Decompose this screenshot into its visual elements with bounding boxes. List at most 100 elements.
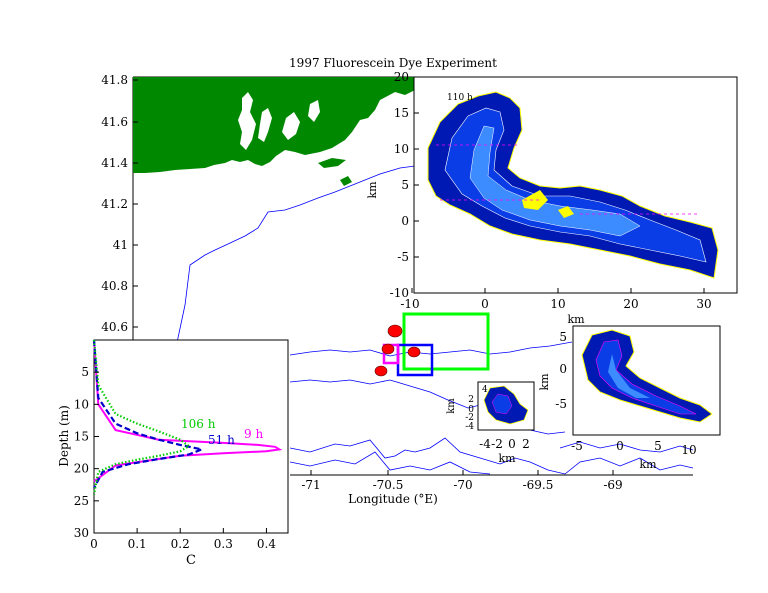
profile-series-label: 9 h	[244, 427, 263, 441]
bay-inlet	[238, 92, 256, 150]
inset-small-y-label: km	[446, 398, 457, 414]
inset-small-y-tick: -4	[465, 422, 474, 432]
dye-point	[374, 365, 388, 377]
inset-110h-x-tick: 10	[550, 297, 565, 311]
box-green	[402, 312, 490, 371]
main-map-y-tick: 41.2	[101, 197, 128, 211]
plume-right-core	[608, 354, 650, 398]
inset-110h-x-tick: 20	[623, 297, 638, 311]
inset-110h-y-tick: 0	[401, 214, 409, 228]
island	[318, 158, 346, 168]
inset-110h-y-tick: -5	[397, 250, 409, 264]
inset-right-y-tick: -5	[555, 397, 567, 411]
main-map: 41.8 41.6 41.4 41.2 41 40.8 40.6 -71 -70…	[101, 73, 694, 506]
plume-yellow-2	[558, 206, 574, 218]
inset-small: 4 2 0 -2 -4 km -4 -2 0 2 km	[446, 381, 535, 465]
inset-110h-y-tick: 5	[401, 178, 409, 192]
inset-right-y-tick: 0	[559, 362, 567, 376]
inset-small-x-tick: -4	[479, 437, 491, 451]
inset-small-y-tick: 2	[468, 395, 474, 405]
profile-y-tick: 10	[74, 397, 89, 411]
inset-right-x-tick: 5	[654, 439, 662, 453]
profile-series-group	[92, 339, 283, 495]
inset-right-y-label: km	[538, 373, 551, 391]
inset-110h-x-axis: -10 0 10 20 30 km	[400, 288, 712, 326]
main-map-y-tick: 41	[113, 238, 128, 252]
main-map-x-axis: -71 -70.5 -70 -69.5 -69 Longitude (°E)	[301, 470, 623, 506]
inset-right-y-axis: 5 0 -5 km	[538, 330, 567, 411]
profile-y-tick: 5	[81, 365, 89, 379]
profile-line-51h	[92, 339, 206, 489]
inset-right-x-tick: 10	[681, 443, 696, 457]
main-map-x-tick: -69.5	[523, 478, 554, 492]
main-map-y-tick: 41.6	[101, 115, 128, 129]
main-map-x-tick: -70	[453, 478, 472, 492]
inset-small-x-tick: 2	[522, 437, 530, 451]
inset-small-y-axis: 4 2 0 -2 -4 km	[446, 385, 488, 432]
inset-110h-x-tick: 30	[696, 297, 711, 311]
inset-110h-x-tick: 0	[481, 297, 489, 311]
isobath-deep-3	[559, 441, 694, 453]
profile-x-tick: 0	[90, 537, 98, 551]
inset-110h: 110 h 20 15 10 5 0 -5 -10 km -10 0	[366, 70, 738, 326]
inset-110h-x-unit: km	[567, 313, 585, 326]
dye-point	[407, 346, 421, 358]
inset-right-y-tick: 5	[559, 330, 567, 344]
main-map-y-tick: 40.6	[101, 320, 128, 334]
main-map-y-tick: 41.8	[101, 73, 128, 87]
profile-x-label: C	[186, 553, 196, 568]
main-map-y-axis: 41.8 41.6 41.4 41.2 41 40.8 40.6	[101, 73, 138, 334]
profile-x-tick: 0.2	[171, 537, 190, 551]
isobath-deep	[289, 437, 694, 475]
island-2	[340, 176, 352, 186]
inset-right-x-label: km	[639, 458, 657, 471]
inset-right-x-tick: 0	[616, 439, 624, 453]
inset-110h-x-tick: -10	[400, 297, 419, 311]
plume-yellow	[522, 190, 548, 210]
inset-small-y-tick: 0	[468, 405, 474, 415]
profile-x-tick: 0.3	[214, 537, 233, 551]
main-map-y-tick: 41.4	[101, 156, 128, 170]
plume-core	[469, 125, 641, 237]
inset-small-x-axis: -4 -2 0 2 km	[479, 437, 530, 465]
main-map-x-tick: -69	[603, 478, 622, 492]
isobath-shelf	[132, 165, 416, 396]
inset-110h-annotation: 110 h	[447, 93, 473, 103]
bay-inlet-2	[258, 108, 272, 142]
profile-line-106h	[92, 339, 191, 495]
main-map-x-tick: -70.5	[373, 478, 404, 492]
inset-110h-y-tick: 20	[394, 70, 409, 84]
inset-110h-y-label: km	[366, 181, 379, 199]
inset-right-x-axis: -5 0 5 10 km	[571, 439, 696, 471]
dye-point	[387, 324, 403, 338]
dye-point	[381, 343, 395, 355]
isobath-deep-2	[289, 451, 491, 475]
profile-y-tick: 15	[74, 430, 89, 444]
profile-series-label: 106 h	[181, 417, 216, 431]
inset-small-x-tick: -2	[491, 437, 503, 451]
inset-110h-y-axis: 20 15 10 5 0 -5 -10 km	[366, 70, 419, 300]
inset-small-y-tick: -2	[465, 413, 474, 423]
profile-y-tick: 20	[74, 462, 89, 476]
profile-x-tick: 0.1	[128, 537, 147, 551]
main-map-x-tick: -71	[301, 478, 320, 492]
land-mass	[133, 77, 418, 173]
inset-small-y-tick: 4	[482, 385, 488, 395]
profile-y-tick: 25	[74, 494, 89, 508]
profile-y-tick: 30	[74, 526, 89, 540]
figure-title: 1997 Fluorescein Dye Experiment	[289, 56, 497, 70]
plume-mid	[444, 107, 707, 263]
inset-small-x-label: km	[498, 452, 516, 465]
profile-ticks-group: 0 0.1 0.2 0.3 0.4 5 10 15 20 25 30	[74, 365, 277, 551]
inset-110h-y-tick: -10	[390, 286, 409, 300]
profile-series-label: 51 h	[208, 433, 235, 447]
isobath-shelf-edge	[289, 341, 573, 357]
main-map-x-label: Longitude (°E)	[348, 492, 438, 506]
inset-right: 5 0 -5 km -5 0 5 10 km	[538, 325, 721, 471]
inset-110h-y-tick: 10	[394, 142, 409, 156]
plume-small-mid	[491, 393, 513, 415]
inset-110h-y-tick: 15	[394, 106, 409, 120]
